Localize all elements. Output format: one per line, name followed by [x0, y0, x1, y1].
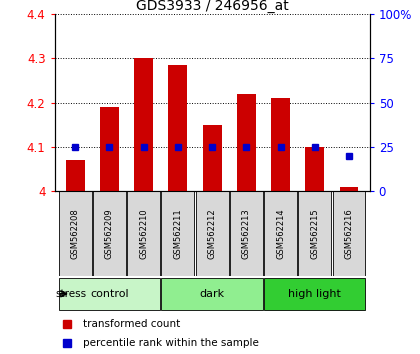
Text: transformed count: transformed count: [83, 319, 181, 329]
Text: GSM562210: GSM562210: [139, 208, 148, 259]
Bar: [196, 191, 228, 276]
Bar: [298, 191, 331, 276]
Bar: [230, 191, 263, 276]
Bar: [333, 191, 365, 276]
Text: control: control: [90, 289, 129, 299]
Bar: [168, 65, 187, 191]
Title: GDS3933 / 246956_at: GDS3933 / 246956_at: [136, 0, 289, 13]
Bar: [340, 187, 359, 191]
Bar: [264, 191, 297, 276]
Bar: [127, 191, 160, 276]
Bar: [66, 160, 84, 191]
Text: GSM562208: GSM562208: [71, 208, 80, 259]
Bar: [305, 147, 324, 191]
Bar: [161, 191, 194, 276]
Text: GSM562211: GSM562211: [173, 208, 182, 259]
Text: GSM562209: GSM562209: [105, 208, 114, 259]
Text: GSM562212: GSM562212: [207, 208, 217, 259]
Bar: [59, 278, 160, 310]
Text: GSM562213: GSM562213: [242, 208, 251, 259]
Bar: [271, 98, 290, 191]
Bar: [264, 278, 365, 310]
Text: dark: dark: [200, 289, 225, 299]
Text: high light: high light: [289, 289, 341, 299]
Bar: [237, 94, 256, 191]
Text: stress: stress: [55, 289, 87, 299]
Text: GSM562215: GSM562215: [310, 208, 319, 259]
Bar: [161, 278, 263, 310]
Bar: [134, 58, 153, 191]
Text: GSM562214: GSM562214: [276, 208, 285, 259]
Bar: [203, 125, 221, 191]
Bar: [100, 107, 119, 191]
Bar: [59, 191, 92, 276]
Bar: [93, 191, 126, 276]
Text: percentile rank within the sample: percentile rank within the sample: [83, 338, 259, 348]
Text: GSM562216: GSM562216: [344, 208, 354, 259]
